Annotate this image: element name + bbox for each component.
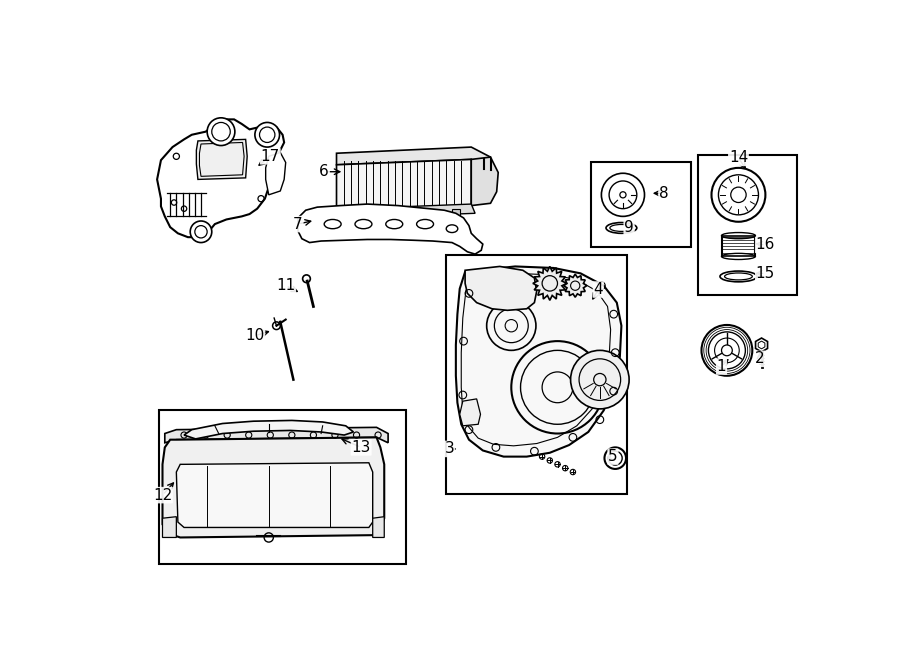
Polygon shape	[472, 157, 499, 206]
Polygon shape	[184, 420, 354, 439]
Polygon shape	[163, 438, 384, 537]
Polygon shape	[452, 210, 460, 216]
Polygon shape	[165, 428, 388, 443]
Polygon shape	[176, 463, 373, 527]
Text: 11: 11	[276, 278, 295, 293]
Polygon shape	[196, 139, 248, 179]
Polygon shape	[373, 517, 384, 537]
Polygon shape	[460, 399, 481, 426]
Polygon shape	[722, 235, 755, 256]
Polygon shape	[298, 204, 482, 254]
Polygon shape	[410, 210, 418, 216]
Polygon shape	[158, 120, 284, 237]
Text: 16: 16	[756, 237, 775, 253]
Polygon shape	[465, 266, 536, 310]
Text: 7: 7	[293, 217, 302, 231]
Polygon shape	[163, 517, 176, 537]
Bar	[159, 410, 406, 564]
Text: 1: 1	[716, 359, 726, 374]
Polygon shape	[456, 266, 621, 457]
Polygon shape	[337, 147, 491, 169]
Bar	[698, 155, 797, 295]
Text: 9: 9	[625, 220, 634, 235]
Polygon shape	[563, 274, 587, 297]
Text: 13: 13	[352, 440, 371, 455]
Text: 10: 10	[246, 329, 265, 343]
Polygon shape	[533, 266, 567, 300]
Text: 5: 5	[608, 449, 617, 464]
Polygon shape	[755, 338, 768, 352]
Text: 15: 15	[756, 266, 775, 281]
Polygon shape	[266, 153, 285, 195]
Polygon shape	[371, 210, 379, 216]
Circle shape	[207, 118, 235, 145]
Text: 4: 4	[593, 282, 603, 297]
Circle shape	[190, 221, 212, 243]
Circle shape	[571, 350, 629, 409]
Polygon shape	[337, 210, 344, 216]
Text: 14: 14	[729, 150, 748, 165]
Text: 17: 17	[261, 149, 280, 164]
Text: 12: 12	[153, 488, 172, 502]
Text: 6: 6	[320, 164, 329, 179]
Text: 2: 2	[755, 352, 765, 366]
Bar	[590, 163, 690, 247]
Bar	[446, 255, 626, 494]
Polygon shape	[337, 159, 472, 211]
Circle shape	[255, 122, 280, 147]
Text: 8: 8	[659, 186, 669, 201]
Polygon shape	[334, 204, 475, 219]
Text: 3: 3	[445, 442, 455, 456]
